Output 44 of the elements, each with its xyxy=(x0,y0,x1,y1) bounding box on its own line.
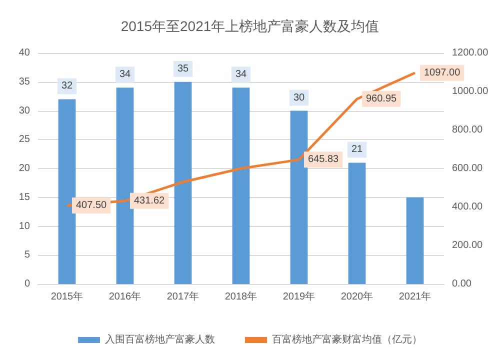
y-tick-label: 30 xyxy=(18,105,30,116)
y2-tick-label: 0.00 xyxy=(452,278,472,290)
y2-tick-label: 1000.00 xyxy=(452,86,489,97)
chart-title: 2015年至2021年上榜地产富豪人数及均值 xyxy=(120,18,380,34)
legend-label: 百富榜地产富豪财富均值（亿元） xyxy=(272,334,422,346)
bar xyxy=(174,82,192,284)
y-tick-label: 10 xyxy=(18,220,30,232)
bar xyxy=(290,110,308,284)
data-label: 645.83 xyxy=(308,154,340,166)
bar xyxy=(58,99,76,284)
x-tick-label: 2016年 xyxy=(108,290,142,302)
data-label: 35 xyxy=(177,63,189,74)
y2-tick-label: 600.00 xyxy=(452,163,484,174)
data-label: 960.95 xyxy=(366,94,398,105)
y-tick-label: 20 xyxy=(18,163,30,174)
bar xyxy=(116,88,134,284)
x-tick-label: 2015年 xyxy=(50,290,84,302)
y-tick-label: 15 xyxy=(18,192,30,203)
x-tick-label: 2020年 xyxy=(340,290,374,302)
x-tick-label: 2018年 xyxy=(224,290,258,302)
bar xyxy=(232,88,250,284)
y-tick-label: 40 xyxy=(18,48,30,58)
data-label: 407.50 xyxy=(76,200,108,212)
data-label: 34 xyxy=(235,69,247,80)
x-tick-label: 2019年 xyxy=(282,290,316,302)
y2-tick-label: 200.00 xyxy=(452,240,484,251)
data-label: 34 xyxy=(119,69,131,80)
y-tick-label: 0 xyxy=(24,278,30,290)
y2-tick-label: 800.00 xyxy=(452,124,484,136)
x-tick-label: 2021年 xyxy=(398,290,432,302)
bar xyxy=(406,197,424,284)
data-label: 32 xyxy=(61,80,73,92)
data-label: 30 xyxy=(293,92,305,104)
data-label: 431.62 xyxy=(134,195,166,206)
x-tick-label: 2017年 xyxy=(166,290,200,302)
y2-tick-label: 1200.00 xyxy=(452,48,489,58)
y2-tick-label: 400.00 xyxy=(452,202,484,212)
y-tick-label: 35 xyxy=(18,76,30,88)
y-tick-label: 25 xyxy=(18,134,30,146)
data-label: 1097.00 xyxy=(424,67,461,78)
legend-label: 入围百富榜地产富豪人数 xyxy=(105,334,215,346)
data-label: 21 xyxy=(351,144,363,156)
bar xyxy=(348,162,366,284)
y-tick-label: 5 xyxy=(24,250,30,261)
